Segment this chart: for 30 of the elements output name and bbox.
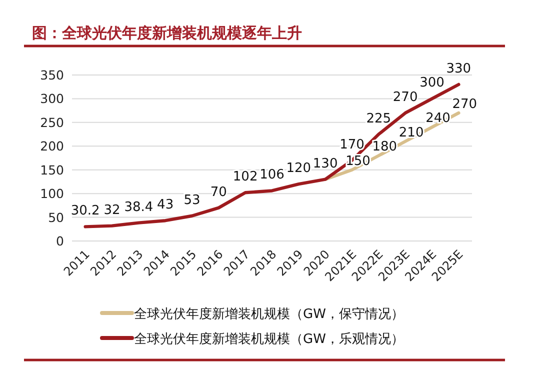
data-label: 120 (286, 161, 312, 176)
data-label: 32 (104, 202, 120, 218)
data-label: 240 (426, 111, 450, 126)
y-tick-label: 200 (40, 138, 64, 154)
chart-title: 图：全球光伏年度新增装机规模逐年上升 (32, 24, 302, 42)
data-label: 330 (446, 61, 472, 76)
legend-label: 全球光伏年度新增装机规模（GW，乐观情况） (134, 331, 404, 347)
data-label: 210 (398, 125, 424, 140)
y-tick-label: 0 (56, 234, 64, 248)
data-label: 270 (452, 96, 478, 112)
data-label: 170 (340, 137, 364, 152)
data-label: 30.2 (70, 204, 100, 219)
data-label: 102 (232, 170, 258, 185)
data-label: 43 (157, 198, 174, 213)
y-tick-label: 50 (48, 210, 64, 225)
y-tick-label: 250 (40, 114, 64, 130)
y-tick-label: 150 (40, 162, 64, 178)
y-tick-label: 100 (40, 186, 64, 202)
data-label: 270 (392, 90, 418, 105)
data-label: 53 (184, 192, 200, 208)
data-label: 225 (366, 111, 392, 126)
data-label: 180 (372, 140, 398, 155)
data-label: 300 (420, 76, 444, 91)
data-label: 106 (260, 168, 284, 183)
data-label: 130 (312, 156, 338, 172)
data-label: 38.4 (124, 200, 154, 215)
y-tick-label: 350 (40, 68, 64, 82)
y-tick-label: 300 (40, 91, 64, 106)
legend-label: 全球光伏年度新增装机规模（GW，保守情况） (134, 306, 404, 322)
data-label: 70 (210, 184, 227, 200)
